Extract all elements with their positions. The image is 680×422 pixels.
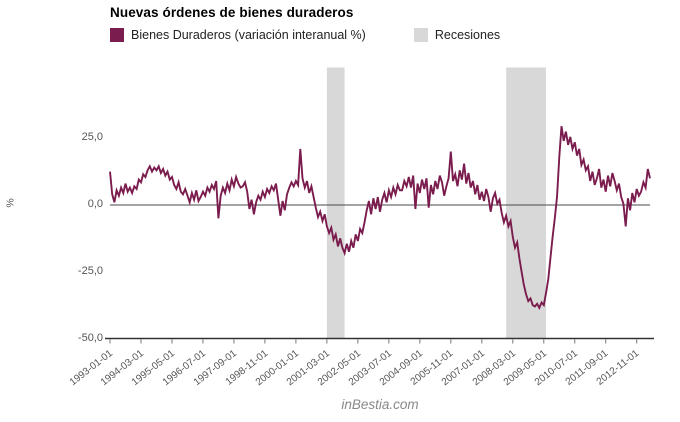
chart-title: Nuevas órdenes de bienes duraderos: [110, 5, 354, 20]
legend-item-recesiones: Recesiones: [413, 28, 501, 42]
series-line: [109, 126, 651, 310]
y-tick-label: 25,0: [81, 131, 103, 144]
recession-band: [326, 67, 345, 338]
y-tick-label: -50,0: [77, 331, 103, 344]
watermark: inBestia.com: [341, 397, 419, 412]
legend-item-bienes-duraderos: Bienes Duraderos (variación interanual %…: [110, 28, 366, 42]
legend-label-series: Bienes Duraderos (variación interanual %…: [131, 28, 366, 42]
recession-color-swatch: [413, 28, 428, 42]
series-color-swatch: [110, 28, 124, 42]
y-axis-title: %: [4, 198, 17, 208]
legend-label-recessions: Recesiones: [434, 28, 501, 42]
recession-band: [506, 67, 546, 338]
y-tick-label: -25,0: [77, 264, 103, 277]
y-tick-label: 0,0: [87, 198, 103, 210]
legend: Bienes Duraderos (variación interanual %…: [110, 28, 500, 42]
